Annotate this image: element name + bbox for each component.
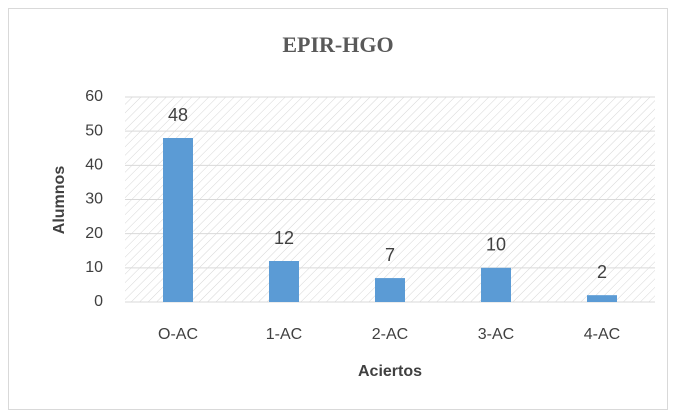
data-label: 48 <box>168 105 188 125</box>
data-label: 10 <box>486 235 506 255</box>
bar <box>163 138 193 302</box>
y-axis-label: Alumnos <box>51 166 68 235</box>
chart-title: EPIR-HGO <box>282 32 393 57</box>
x-tick-label: 2-AC <box>372 326 408 343</box>
bar <box>375 278 405 302</box>
x-axis-label: Aciertos <box>358 363 422 380</box>
y-tick-label: 30 <box>85 191 103 208</box>
data-label: 7 <box>385 245 395 265</box>
data-label: 12 <box>274 228 294 248</box>
x-tick-label: 4-AC <box>584 326 620 343</box>
bar <box>481 267 511 302</box>
y-tick-label: 60 <box>85 88 103 105</box>
x-tick-label: 3-AC <box>478 326 514 343</box>
y-tick-label: 0 <box>94 293 103 310</box>
x-tick-label: O-AC <box>158 326 198 343</box>
x-tick-label: 1-AC <box>266 326 302 343</box>
bar <box>587 295 617 302</box>
y-tick-label: 40 <box>85 157 103 174</box>
data-label: 2 <box>597 262 607 282</box>
y-tick-label: 20 <box>85 225 103 242</box>
y-tick-label: 50 <box>85 122 103 139</box>
bar <box>269 261 299 302</box>
y-tick-label: 10 <box>85 259 103 276</box>
